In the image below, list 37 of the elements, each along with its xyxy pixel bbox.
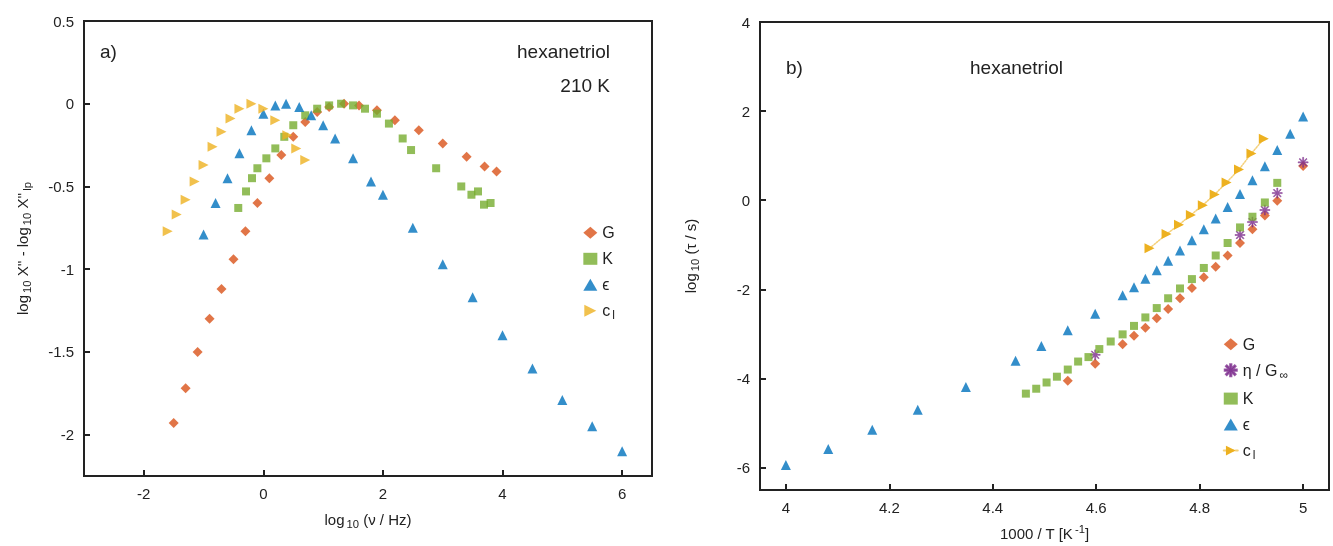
legend-label: G [1242, 335, 1256, 353]
x-tick-label: 4 [498, 485, 507, 502]
x-tick-label: 4.2 [878, 498, 900, 516]
annotation: a) [100, 41, 117, 62]
x-tick-label: -2 [137, 485, 151, 502]
x-tick-label: 0 [259, 485, 268, 502]
annotation: b) [786, 57, 803, 78]
y-tick-label: -1.5 [48, 343, 74, 361]
x-tick-label: 2 [378, 485, 388, 502]
y-tick-label: -0.5 [48, 177, 74, 195]
y-tick-label: 2 [741, 102, 750, 120]
x-tick-label: 5 [1298, 498, 1308, 516]
x-tick-label: 4.6 [1085, 498, 1107, 516]
annotation: hexanetriol [970, 57, 1063, 78]
y-tick-label: 4 [741, 13, 750, 31]
y-axis-title: log10 X'' - log10 X''lp [13, 182, 33, 315]
legend-label: G [602, 224, 615, 242]
y-tick-label: -2 [60, 426, 74, 444]
legend-label: K [1242, 390, 1254, 408]
y-tick-label: -2 [736, 280, 750, 298]
y-tick-label: -1 [60, 260, 74, 278]
y-tick-label: 0.5 [53, 12, 74, 30]
legend-label: ϵ [1242, 416, 1250, 434]
x-tick-label: 4.4 [982, 498, 1004, 516]
y-tick-label: -6 [736, 459, 750, 477]
annotation: hexanetriol [517, 41, 610, 62]
y-tick-label: 0 [741, 191, 750, 209]
legend-label: ϵ [602, 276, 610, 294]
legend-label: η / G∞ [1242, 361, 1289, 382]
annotation: 210 K [560, 75, 611, 96]
x-tick-label: 6 [617, 485, 627, 502]
y-tick-label: -4 [736, 369, 750, 387]
y-tick-label: 0 [65, 95, 74, 113]
y-axis-title: log10 (τ / s) [681, 218, 701, 294]
x-tick-label: 4 [781, 498, 791, 516]
legend-label: K [602, 250, 614, 268]
x-tick-label: 4.8 [1189, 498, 1211, 516]
